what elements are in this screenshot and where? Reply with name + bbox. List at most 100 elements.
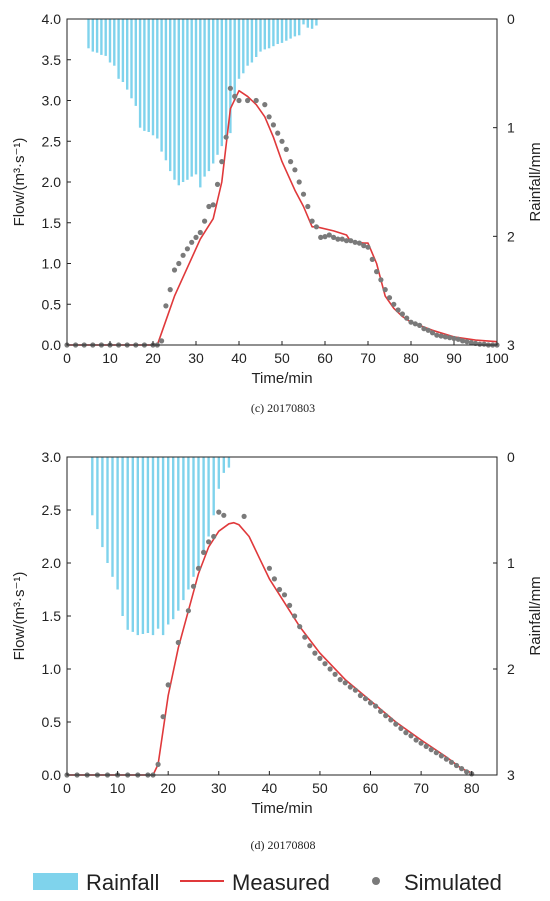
simulated-point: [163, 303, 169, 309]
x-tick-label: 0: [63, 350, 71, 366]
rainfall-bar: [207, 19, 211, 172]
rainfall-bar: [229, 19, 232, 134]
rainfall-bar: [302, 19, 305, 25]
rainfall-bar: [151, 19, 155, 136]
rainfall-bar: [121, 457, 124, 616]
simulated-point: [391, 301, 397, 307]
rainfall-bar: [250, 19, 254, 63]
simulated-point: [275, 130, 281, 136]
simulated-point: [292, 613, 298, 619]
simulated-point: [262, 102, 268, 108]
simulated-point: [399, 311, 405, 317]
rainfall-bar: [203, 19, 206, 177]
simulated-point: [395, 307, 401, 313]
simulated-point: [342, 680, 348, 686]
legend-measured-label: Measured: [232, 870, 330, 895]
y-tick-label: 0.5: [42, 296, 62, 312]
simulated-point: [210, 202, 216, 208]
rainfall-bar: [91, 19, 94, 52]
x-tick-label: 30: [188, 350, 204, 366]
simulated-point: [292, 167, 298, 173]
rainfall-bar: [141, 457, 145, 634]
rainfall-bar: [169, 19, 172, 172]
simulated-point: [398, 725, 404, 732]
rainfall-bar: [87, 19, 90, 49]
rainfall-bar: [187, 457, 190, 590]
simulated-point: [327, 666, 333, 672]
y-tick-label: 1.5: [42, 608, 62, 624]
y-axis-label: Flow/(m³·s⁻¹): [11, 138, 28, 227]
simulated-point: [241, 513, 247, 520]
simulated-point: [417, 322, 423, 328]
y-tick-label: 3.5: [42, 52, 62, 68]
simulated-point: [219, 159, 225, 165]
simulated-point: [357, 692, 363, 699]
rainfall-bar: [121, 19, 125, 82]
legend-simulated-label: Simulated: [404, 870, 502, 895]
simulated-point: [309, 218, 315, 224]
y-tick-label: 2.0: [42, 174, 62, 190]
panel-d: 0 10 20 30 40 50 60 70 80 0.0 0.5 1.0 1.5 2.0 2.5 3.0 0 1…: [11, 449, 544, 817]
rainfall-bar: [310, 19, 314, 29]
rainfall-bar: [95, 19, 99, 53]
rainfall-bar: [126, 457, 129, 630]
rainfall-bar: [259, 19, 262, 52]
y2-tick-label: 2: [507, 228, 515, 244]
y-tick-label: 2.5: [42, 502, 62, 518]
x-tick-label: 90: [446, 350, 462, 366]
simulated-point: [434, 332, 440, 338]
simulated-point: [281, 592, 288, 598]
y2-tick-label: 2: [507, 661, 515, 677]
y-tick-label: 2.5: [42, 133, 62, 149]
rainfall-bar: [101, 457, 104, 548]
simulated-point: [190, 583, 197, 589]
simulated-point: [180, 252, 186, 258]
y-tick-label: 3.0: [42, 93, 62, 109]
y2-axis-label: Rainfall/mm: [527, 142, 544, 221]
x-tick-label: 40: [262, 780, 278, 796]
simulated-point: [378, 708, 384, 715]
simulated-point: [352, 687, 358, 693]
simulated-point: [279, 138, 285, 144]
x-tick-label: 80: [464, 780, 480, 796]
simulated-point: [460, 338, 466, 344]
rainfall-bar: [116, 457, 119, 590]
simulated-point: [176, 260, 182, 267]
rainfall-bar: [167, 457, 170, 625]
rainfall-bar: [182, 457, 185, 601]
y2-axis-label: Rainfall/mm: [527, 576, 544, 655]
simulated-point: [464, 339, 470, 345]
simulated-point: [403, 730, 409, 736]
simulated-point: [343, 238, 350, 244]
rainfall-bar: [289, 19, 292, 39]
y-tick-label: 0.5: [42, 714, 62, 730]
simulated-point: [297, 624, 303, 630]
simulated-point: [421, 326, 427, 332]
rainfall-bar: [156, 457, 160, 629]
rainfall-bar: [207, 457, 210, 537]
rainfall-bar: [113, 19, 116, 66]
simulated-point: [283, 146, 289, 152]
rainfall-bar: [138, 19, 142, 128]
simulated-point: [429, 330, 436, 336]
simulated-point: [276, 586, 283, 593]
simulated-point: [337, 677, 343, 683]
rainfall-bar: [96, 457, 99, 530]
simulated-point: [369, 256, 375, 262]
simulated-point: [326, 232, 332, 238]
simulated-point: [253, 97, 259, 104]
rainfall-bar: [263, 19, 266, 50]
x-tick-label: 20: [145, 350, 161, 366]
x-tick-label: 0: [63, 780, 71, 796]
x-tick-label: 80: [403, 350, 419, 366]
x-tick-label: 40: [231, 350, 247, 366]
simulated-point: [322, 234, 328, 240]
simulated-point: [322, 661, 328, 667]
simulated-point: [317, 655, 323, 662]
simulated-point: [374, 269, 380, 275]
rainfall-bar: [156, 19, 159, 139]
y2-tick-label: 1: [507, 555, 515, 571]
simulated-point: [443, 756, 449, 762]
simulated-point: [206, 539, 212, 545]
simulated-point: [307, 643, 313, 649]
